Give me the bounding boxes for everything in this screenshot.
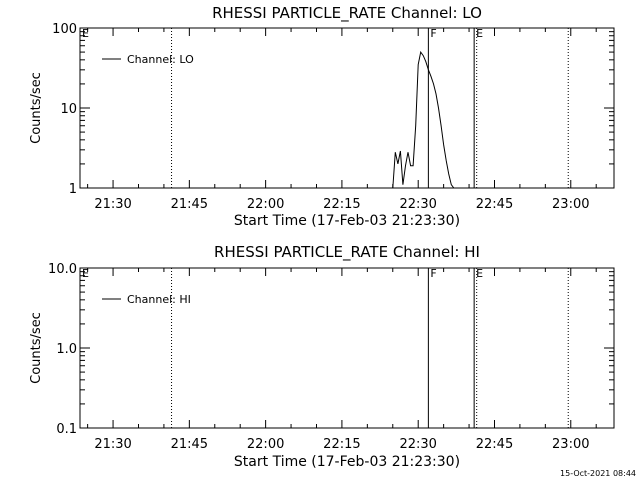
event-marker-label-e: E (82, 27, 89, 40)
x-tick-label: 22:45 (476, 437, 513, 452)
y-tick-label: 10.0 (48, 262, 77, 277)
x-tick-label: 22:30 (399, 437, 436, 452)
legend-entry: Channel: LO (127, 53, 194, 66)
x-tick-label: 23:00 (552, 197, 589, 212)
x-tick-label: 22:00 (247, 437, 284, 452)
plot-frame (79, 27, 615, 189)
x-tick-label: 22:00 (247, 197, 284, 212)
y-tick-label: 0.1 (56, 422, 77, 437)
x-tick-label: 21:30 (94, 437, 131, 452)
chart-title: RHESSI PARTICLE_RATE Channel: LO (212, 4, 482, 23)
y-tick-label: 1.0 (56, 342, 77, 357)
y-axis-label: Counts/sec (29, 72, 44, 144)
event-marker-label-e: E (476, 27, 483, 40)
x-tick-label: 22:45 (476, 197, 513, 212)
event-marker-label-f: F (430, 27, 436, 40)
event-marker-label-e: E (82, 267, 89, 280)
x-axis-label: Start Time (17-Feb-03 21:23:30) (234, 454, 460, 470)
x-tick-label: 22:30 (399, 197, 436, 212)
x-tick-label: 22:15 (323, 437, 360, 452)
event-marker-label-e: E (476, 267, 483, 280)
chart-panel-hi: RHESSI PARTICLE_RATE Channel: HI 21:30 21:… (29, 243, 615, 470)
y-tick-label: 100 (52, 22, 77, 37)
y-axis-label: Counts/sec (29, 312, 44, 384)
y-tick-label: 1 (69, 182, 77, 197)
footer-timestamp: 15-Oct-2021 08:44 (560, 469, 636, 478)
y-tick-label: 10 (60, 102, 77, 117)
x-tick-label: 23:00 (552, 437, 589, 452)
plot-frame (79, 267, 615, 429)
series-line-channel-lo (392, 50, 455, 189)
x-tick-label: 21:45 (171, 437, 208, 452)
x-tick-label: 21:30 (94, 197, 131, 212)
legend-entry: Channel: HI (127, 293, 191, 306)
event-marker-label-f: F (430, 267, 436, 280)
chart-panel-lo: RHESSI PARTICLE_RATE Channel: LO 21:30 21:… (29, 4, 615, 229)
chart-title: RHESSI PARTICLE_RATE Channel: HI (214, 243, 480, 262)
x-tick-label: 21:45 (171, 197, 208, 212)
x-axis-label: Start Time (17-Feb-03 21:23:30) (234, 213, 460, 229)
x-tick-label: 22:15 (323, 197, 360, 212)
